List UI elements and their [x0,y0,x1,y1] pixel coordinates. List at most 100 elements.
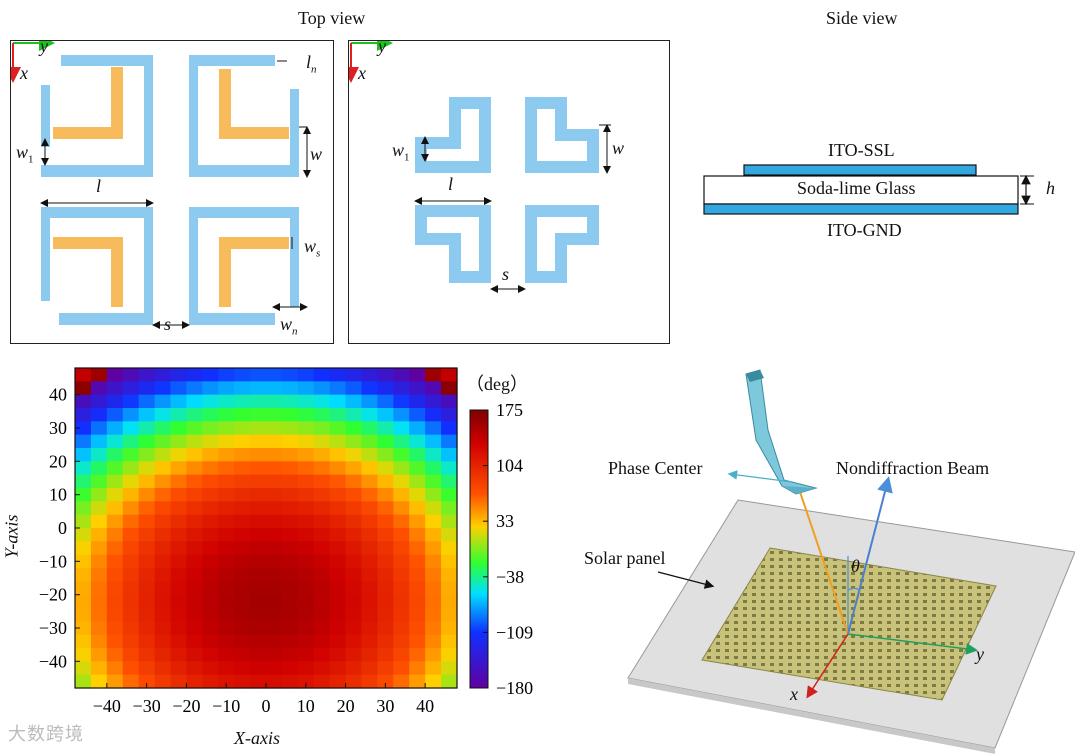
heatmap-cell [393,474,410,489]
heatmap-cell [345,421,363,436]
heatmap-cell [281,594,299,609]
heatmap-cell [75,381,92,396]
heatmap-cell [425,661,442,676]
heatmap-cell [361,581,379,596]
heatmap-cell [345,408,363,422]
heatmap-cell [106,634,124,649]
heatmap-cell [106,501,124,516]
heatmap-cell [281,568,299,582]
y-tick-label: −10 [39,551,67,571]
dim-w-left: w [310,144,323,164]
heatmap-cell [425,381,442,396]
phase-center-label: Phase Center [608,458,703,478]
heatmap-cell [266,621,283,636]
heatmap-cell [122,568,140,582]
heatmap-cell [409,408,426,422]
heatmap-cell [297,394,315,409]
heatmap-cell [409,474,426,489]
heatmap-cell [218,568,235,582]
heatmap-cell [345,661,363,676]
heatmap-cell [297,541,315,556]
heatmap-cell [297,634,315,649]
heatmap-cell [90,648,108,662]
heatmap-cell [393,448,410,462]
heatmap-cell [281,501,299,516]
heatmap-cell [425,528,442,542]
colorbar-unit: （deg） [466,374,528,394]
heatmap-cell [154,568,172,582]
heatmap-cell [75,594,92,609]
heatmap-cell [393,394,410,409]
heatmap-cell [122,434,140,449]
heatmap-cell [297,408,315,422]
heatmap-cell [425,648,442,662]
heatmap-cell [250,368,267,382]
heatmap-cell [297,448,315,462]
heatmap-cell [170,581,188,596]
heatmap-cell [154,434,172,449]
dim-ln-sub: n [311,63,317,76]
heatmap-cell [75,674,92,689]
heatmap-cell [90,621,108,636]
heatmap-cell [202,648,219,662]
heatmap-cell [186,461,203,476]
heatmap-cell [425,448,442,462]
heatmap-cell [393,501,410,516]
heatmap-cell [297,381,315,396]
heatmap-cell [409,434,426,449]
heatmap-cell [186,594,203,609]
heatmap-cell [234,408,251,422]
heatmap-cell [313,528,331,542]
heatmap-cell [313,448,331,462]
heatmap-cell [122,541,140,556]
heatmap-cell [441,448,458,462]
heatmap-cell [154,541,172,556]
heatmap-cell [106,554,124,569]
heatmap-cell [393,488,410,502]
heatmap-cell [218,421,235,436]
ito-gnd-label: ITO-GND [827,220,902,240]
heatmap-cell [202,581,219,596]
heatmap-cell [297,474,315,489]
heatmap-cell [75,514,92,529]
y-tick-label: 20 [49,451,67,471]
metasurface-array [701,547,997,701]
heatmap-cell [75,661,92,676]
heatmap-cell [218,594,235,609]
solar-panel-arrow [657,571,715,589]
heatmap-cell [106,488,124,502]
heatmap-cell [393,554,410,569]
heatmap-cell [202,421,219,436]
heatmap-cell [297,608,315,622]
heatmap-cell [441,608,458,622]
heatmap-cell [329,554,347,569]
heatmap-cell [345,448,363,462]
heatmap-cell [138,448,156,462]
x-tick-label: 40 [416,696,434,716]
heatmap-cell [250,488,267,502]
heatmap-cell [154,621,172,636]
heatmap-cell [90,608,108,622]
heatmap-cell [377,674,394,689]
heatmap-cell [234,434,251,449]
heatmap-cell [170,368,188,382]
heatmap-cell [313,634,331,649]
heatmap-cell [377,421,394,436]
heatmap-cell [313,514,331,529]
heatmap-cell [186,381,203,396]
heatmap-cell [361,528,379,542]
heatmap-cell [441,394,458,409]
heatmap-cell [202,501,219,516]
heatmap-cell [250,634,267,649]
heatmap-cell [186,368,203,382]
heatmap-cell [345,461,363,476]
heatmap-cell [393,608,410,622]
dim-ws-sub: s [316,247,321,260]
heatmap-cell [297,594,315,609]
y-tick-label: −20 [39,585,67,605]
heatmap-cell [297,461,315,476]
heatmap-cell [361,461,379,476]
heatmap-cell [170,568,188,582]
heatmap-cell [441,474,458,489]
heatmap-cell [425,568,442,582]
